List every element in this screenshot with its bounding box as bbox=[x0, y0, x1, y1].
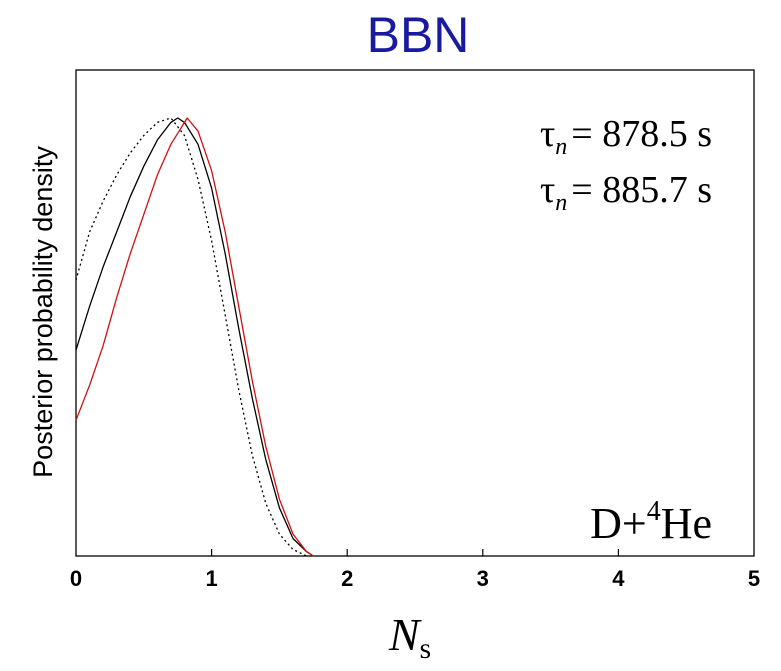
dataset-annotation: D+4He bbox=[590, 496, 712, 548]
x-tick-labels: 0 1 2 3 4 5 bbox=[70, 566, 760, 591]
chart-title: BBN bbox=[367, 7, 470, 63]
series-line-2 bbox=[75, 117, 314, 557]
x-tick-label: 5 bbox=[748, 566, 760, 591]
y-axis-label: Posterior probability density bbox=[28, 146, 58, 478]
x-tick-label: 2 bbox=[341, 566, 353, 591]
x-tick-label: 0 bbox=[70, 566, 82, 591]
x-axis-label: Ns bbox=[388, 609, 431, 665]
series-line-3 bbox=[75, 117, 314, 557]
x-ticks bbox=[211, 549, 620, 556]
x-tick-label: 3 bbox=[477, 566, 489, 591]
series-lines bbox=[75, 117, 314, 557]
annotation-tau-1: τn = 878.5 s bbox=[540, 113, 712, 160]
annotation-tau-2: τn = 885.7 s bbox=[540, 169, 712, 216]
x-tick-label: 4 bbox=[612, 566, 625, 591]
series-line-1 bbox=[75, 117, 307, 557]
plot-frame bbox=[75, 69, 755, 557]
x-tick-label: 1 bbox=[205, 566, 217, 591]
